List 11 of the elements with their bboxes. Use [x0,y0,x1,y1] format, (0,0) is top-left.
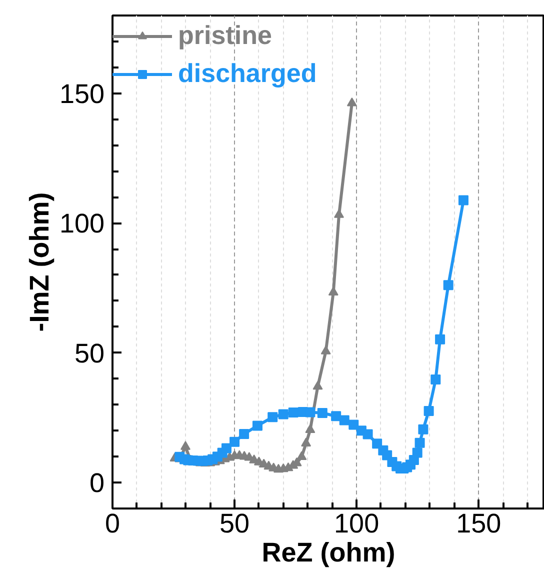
y-tick-label: 150 [59,78,105,109]
y-tick-label: 50 [74,338,105,368]
legend-label: pristine [178,20,272,51]
x-tick-label: 50 [220,508,250,538]
x-axis-title: ReZ (ohm) [262,538,396,568]
y-tick-label: 0 [89,468,105,498]
legend-label: discharged [178,58,317,89]
y-tick-label: 100 [59,208,105,239]
x-tick-label: 100 [334,508,380,538]
x-tick-label: 150 [456,508,502,538]
y-axis-title: -ImZ (ohm) [24,192,54,332]
